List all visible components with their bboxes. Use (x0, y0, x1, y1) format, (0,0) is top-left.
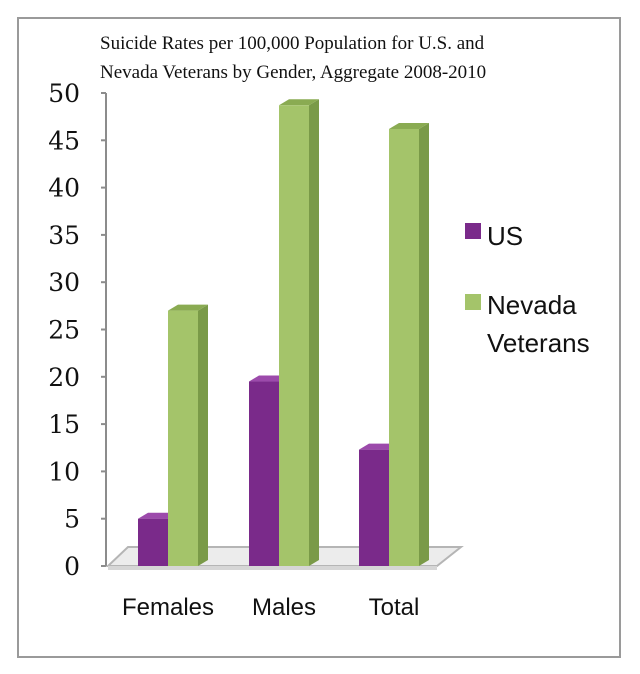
y-axis (101, 92, 107, 567)
y-tick-label: 30 (48, 268, 80, 297)
y-tick-label: 35 (48, 221, 80, 250)
y-tick-label: 50 (48, 79, 80, 108)
bar-nevada-veterans-total (389, 122, 429, 566)
legend-swatch-nevada-veterans (465, 294, 481, 310)
chart-title-line-1: Suicide Rates per 100,000 Population for… (100, 33, 485, 54)
y-tick-label: 5 (64, 505, 80, 534)
x-label-males: Males (252, 594, 316, 621)
x-label-females: Females (122, 594, 214, 621)
legend-label-us: US (487, 221, 523, 251)
x-category-labels: Females Males Total (122, 594, 419, 621)
y-tick-label: 20 (48, 363, 80, 392)
legend-label-nevada: Nevada (487, 290, 577, 320)
y-tick-label: 10 (48, 457, 80, 486)
y-tick-label: 45 (48, 126, 80, 155)
bar-nevada-veterans-males (279, 99, 319, 566)
chart-title-line-2: Nevada Veterans by Gender, Aggregate 200… (100, 62, 486, 83)
legend-label-veterans: Veterans (487, 328, 590, 358)
y-tick-labels: 0 5 10 15 20 25 30 35 40 45 50 (48, 79, 80, 581)
x-label-total: Total (369, 594, 420, 621)
y-tick-label: 25 (48, 316, 80, 345)
floor-edge (108, 566, 437, 570)
y-tick-label: 40 (48, 174, 80, 203)
bar-nevada-veterans-females (168, 304, 208, 566)
bar-group (138, 99, 429, 566)
y-tick-label: 0 (64, 552, 80, 581)
legend: US Nevada Veterans (465, 221, 590, 358)
legend-swatch-us (465, 223, 481, 239)
y-tick-label: 15 (48, 410, 80, 439)
